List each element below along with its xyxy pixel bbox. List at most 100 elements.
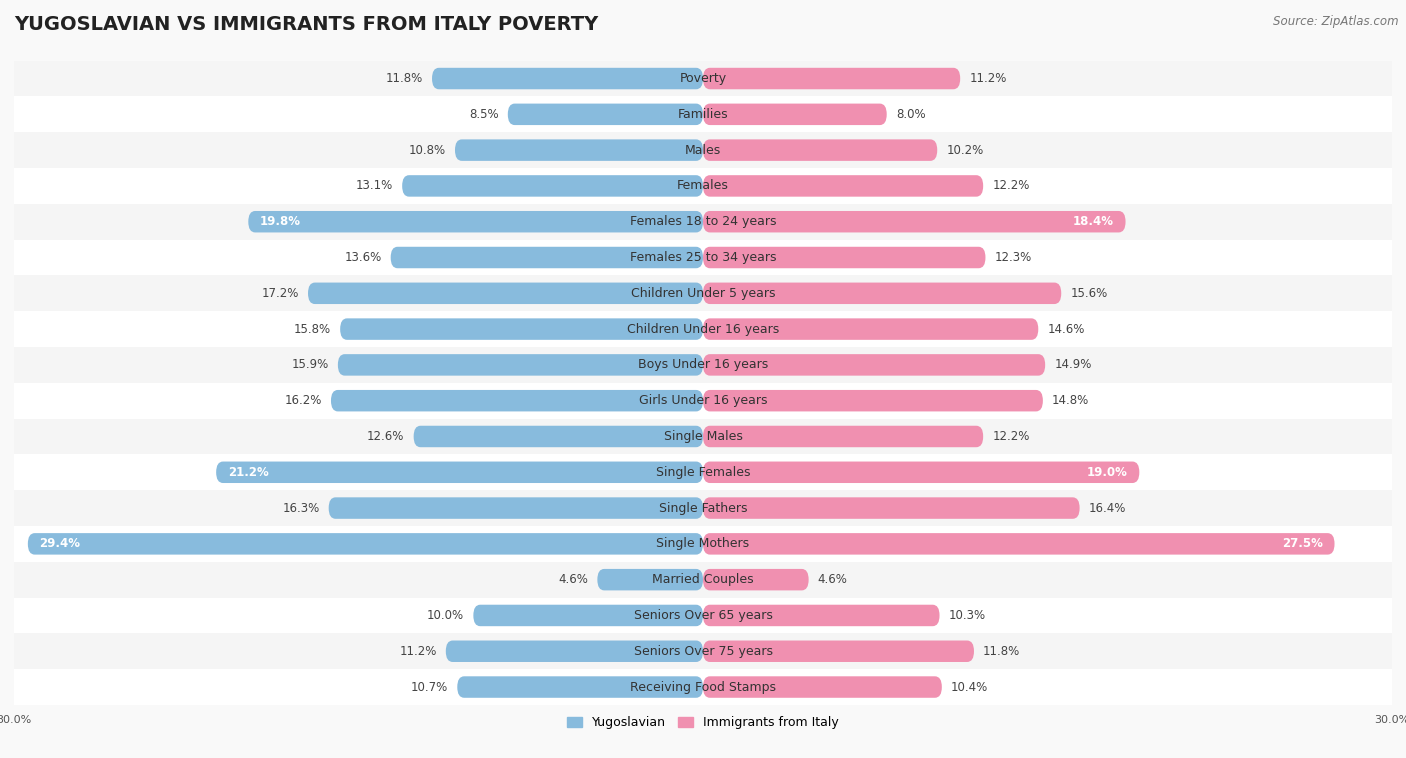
Bar — [14, 669, 1392, 705]
FancyBboxPatch shape — [703, 247, 986, 268]
Text: 14.9%: 14.9% — [1054, 359, 1091, 371]
Text: Boys Under 16 years: Boys Under 16 years — [638, 359, 768, 371]
Text: 17.2%: 17.2% — [262, 287, 299, 300]
FancyBboxPatch shape — [456, 139, 703, 161]
Text: 15.9%: 15.9% — [291, 359, 329, 371]
Text: 16.2%: 16.2% — [284, 394, 322, 407]
Text: 10.3%: 10.3% — [949, 609, 986, 622]
FancyBboxPatch shape — [432, 67, 703, 89]
Text: 12.6%: 12.6% — [367, 430, 405, 443]
Bar — [14, 383, 1392, 418]
FancyBboxPatch shape — [703, 175, 983, 196]
Bar — [14, 168, 1392, 204]
FancyBboxPatch shape — [329, 497, 703, 518]
Bar — [14, 634, 1392, 669]
Text: 10.0%: 10.0% — [427, 609, 464, 622]
Text: 16.4%: 16.4% — [1088, 502, 1126, 515]
Bar — [14, 275, 1392, 312]
Bar — [14, 240, 1392, 275]
FancyBboxPatch shape — [457, 676, 703, 698]
Text: Females 18 to 24 years: Females 18 to 24 years — [630, 215, 776, 228]
FancyBboxPatch shape — [217, 462, 703, 483]
Text: 12.3%: 12.3% — [994, 251, 1032, 264]
Text: Single Fathers: Single Fathers — [659, 502, 747, 515]
FancyBboxPatch shape — [703, 497, 1080, 518]
FancyBboxPatch shape — [703, 462, 1139, 483]
Text: 16.3%: 16.3% — [283, 502, 319, 515]
Bar — [14, 526, 1392, 562]
Text: 12.2%: 12.2% — [993, 430, 1029, 443]
Text: 12.2%: 12.2% — [993, 180, 1029, 193]
Text: 8.0%: 8.0% — [896, 108, 925, 121]
FancyBboxPatch shape — [340, 318, 703, 340]
Text: 29.4%: 29.4% — [39, 537, 80, 550]
Text: Source: ZipAtlas.com: Source: ZipAtlas.com — [1274, 15, 1399, 28]
Text: 11.8%: 11.8% — [983, 645, 1021, 658]
Text: 19.8%: 19.8% — [260, 215, 301, 228]
Text: Married Couples: Married Couples — [652, 573, 754, 586]
FancyBboxPatch shape — [413, 426, 703, 447]
Bar — [14, 418, 1392, 454]
Bar — [14, 61, 1392, 96]
Text: 10.2%: 10.2% — [946, 143, 984, 157]
Text: 4.6%: 4.6% — [818, 573, 848, 586]
Bar — [14, 204, 1392, 240]
FancyBboxPatch shape — [703, 211, 1126, 233]
Text: 11.8%: 11.8% — [385, 72, 423, 85]
FancyBboxPatch shape — [28, 533, 703, 555]
Text: Children Under 5 years: Children Under 5 years — [631, 287, 775, 300]
FancyBboxPatch shape — [703, 354, 1045, 376]
FancyBboxPatch shape — [446, 641, 703, 662]
FancyBboxPatch shape — [703, 426, 983, 447]
Bar — [14, 454, 1392, 490]
Text: 13.1%: 13.1% — [356, 180, 392, 193]
FancyBboxPatch shape — [703, 139, 938, 161]
Text: 13.6%: 13.6% — [344, 251, 381, 264]
FancyBboxPatch shape — [703, 641, 974, 662]
FancyBboxPatch shape — [330, 390, 703, 412]
FancyBboxPatch shape — [402, 175, 703, 196]
Text: 14.6%: 14.6% — [1047, 323, 1085, 336]
Text: 10.4%: 10.4% — [950, 681, 988, 694]
Text: Children Under 16 years: Children Under 16 years — [627, 323, 779, 336]
Text: Single Females: Single Females — [655, 465, 751, 479]
Bar — [14, 96, 1392, 132]
Text: Females: Females — [678, 180, 728, 193]
FancyBboxPatch shape — [474, 605, 703, 626]
Text: 10.8%: 10.8% — [409, 143, 446, 157]
FancyBboxPatch shape — [337, 354, 703, 376]
FancyBboxPatch shape — [703, 390, 1043, 412]
FancyBboxPatch shape — [249, 211, 703, 233]
Text: Families: Families — [678, 108, 728, 121]
Text: Seniors Over 75 years: Seniors Over 75 years — [634, 645, 772, 658]
FancyBboxPatch shape — [308, 283, 703, 304]
FancyBboxPatch shape — [703, 605, 939, 626]
Text: 19.0%: 19.0% — [1087, 465, 1128, 479]
Text: Females 25 to 34 years: Females 25 to 34 years — [630, 251, 776, 264]
Text: Males: Males — [685, 143, 721, 157]
FancyBboxPatch shape — [703, 569, 808, 590]
Text: 10.7%: 10.7% — [411, 681, 449, 694]
Text: Receiving Food Stamps: Receiving Food Stamps — [630, 681, 776, 694]
FancyBboxPatch shape — [598, 569, 703, 590]
Text: YUGOSLAVIAN VS IMMIGRANTS FROM ITALY POVERTY: YUGOSLAVIAN VS IMMIGRANTS FROM ITALY POV… — [14, 15, 599, 34]
Bar — [14, 490, 1392, 526]
Legend: Yugoslavian, Immigrants from Italy: Yugoslavian, Immigrants from Italy — [562, 711, 844, 735]
Bar — [14, 347, 1392, 383]
Text: 18.4%: 18.4% — [1073, 215, 1114, 228]
Bar — [14, 562, 1392, 597]
FancyBboxPatch shape — [703, 104, 887, 125]
FancyBboxPatch shape — [703, 318, 1038, 340]
Text: 15.8%: 15.8% — [294, 323, 330, 336]
FancyBboxPatch shape — [703, 676, 942, 698]
FancyBboxPatch shape — [508, 104, 703, 125]
Text: Girls Under 16 years: Girls Under 16 years — [638, 394, 768, 407]
Text: 4.6%: 4.6% — [558, 573, 588, 586]
FancyBboxPatch shape — [703, 533, 1334, 555]
Text: 27.5%: 27.5% — [1282, 537, 1323, 550]
Bar — [14, 132, 1392, 168]
Text: 8.5%: 8.5% — [470, 108, 499, 121]
Text: 11.2%: 11.2% — [969, 72, 1007, 85]
Text: 21.2%: 21.2% — [228, 465, 269, 479]
Text: Seniors Over 65 years: Seniors Over 65 years — [634, 609, 772, 622]
